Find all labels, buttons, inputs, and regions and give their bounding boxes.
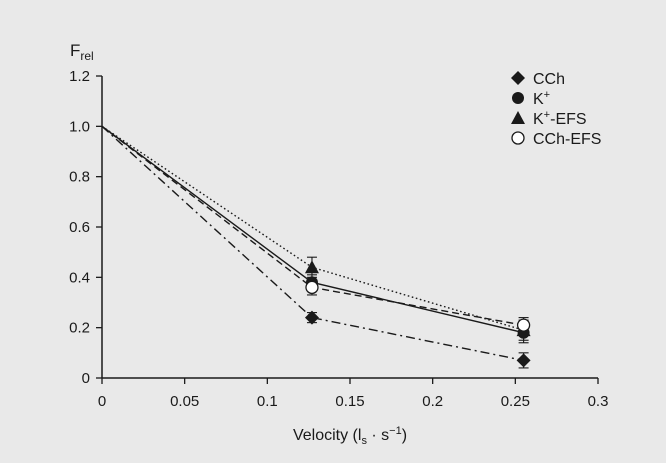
legend-item-cch: CCh bbox=[511, 71, 565, 88]
legend: CCh K+ K+-EFS CCh-EFS bbox=[511, 71, 601, 148]
legend-label-cch-efs: CCh-EFS bbox=[533, 131, 601, 148]
x-tick-label-3: 0.15 bbox=[335, 393, 364, 410]
y-tick-label-0: 0 bbox=[82, 370, 90, 387]
point-3-1 bbox=[305, 280, 319, 295]
legend-label-k-efs: K+-EFS bbox=[533, 109, 587, 128]
legend-marker-triangle bbox=[511, 111, 525, 124]
legend-marker-circle bbox=[512, 92, 524, 104]
y-tick-label-5: 1.0 bbox=[69, 118, 90, 135]
x-tick-label-2: 0.1 bbox=[257, 393, 278, 410]
y-tick-label-4: 0.8 bbox=[69, 169, 90, 186]
x-tick-label-6: 0.3 bbox=[588, 393, 609, 410]
y-axis-title: Frel bbox=[70, 41, 94, 63]
legend-marker-diamond bbox=[511, 71, 525, 85]
point-3-2 bbox=[516, 318, 531, 332]
point-2-1 bbox=[304, 260, 319, 274]
y-tick-label-2: 0.4 bbox=[69, 269, 90, 286]
x-tick-label-5: 0.25 bbox=[501, 393, 530, 410]
y-tick-label-3: 0.6 bbox=[69, 219, 90, 236]
y-tick-label-6: 1.2 bbox=[69, 68, 90, 85]
x-tick-label-4: 0.2 bbox=[422, 393, 443, 410]
x-tick-label-0: 0 bbox=[98, 393, 106, 410]
legend-label-cch: CCh bbox=[533, 71, 565, 88]
x-axis-title: Velocity (ls · s−1) bbox=[293, 425, 407, 447]
legend-item-cch-efs: CCh-EFS bbox=[511, 131, 601, 148]
legend-marker-open-circle bbox=[511, 131, 525, 145]
markers bbox=[304, 260, 531, 368]
legend-label-k: K+ bbox=[533, 89, 550, 108]
ticks: 0 0.05 0.1 0.15 0.2 0.25 0.3 0 0.2 0.4 0.6 0.8 1.0 1.… bbox=[69, 68, 608, 410]
legend-item-k-efs: K+-EFS bbox=[511, 109, 587, 128]
point-0-1 bbox=[304, 310, 319, 325]
y-tick-label-1: 0.2 bbox=[69, 320, 90, 337]
legend-item-k: K+ bbox=[512, 89, 550, 108]
point-0-2 bbox=[516, 353, 531, 368]
x-tick-label-1: 0.05 bbox=[170, 393, 199, 410]
